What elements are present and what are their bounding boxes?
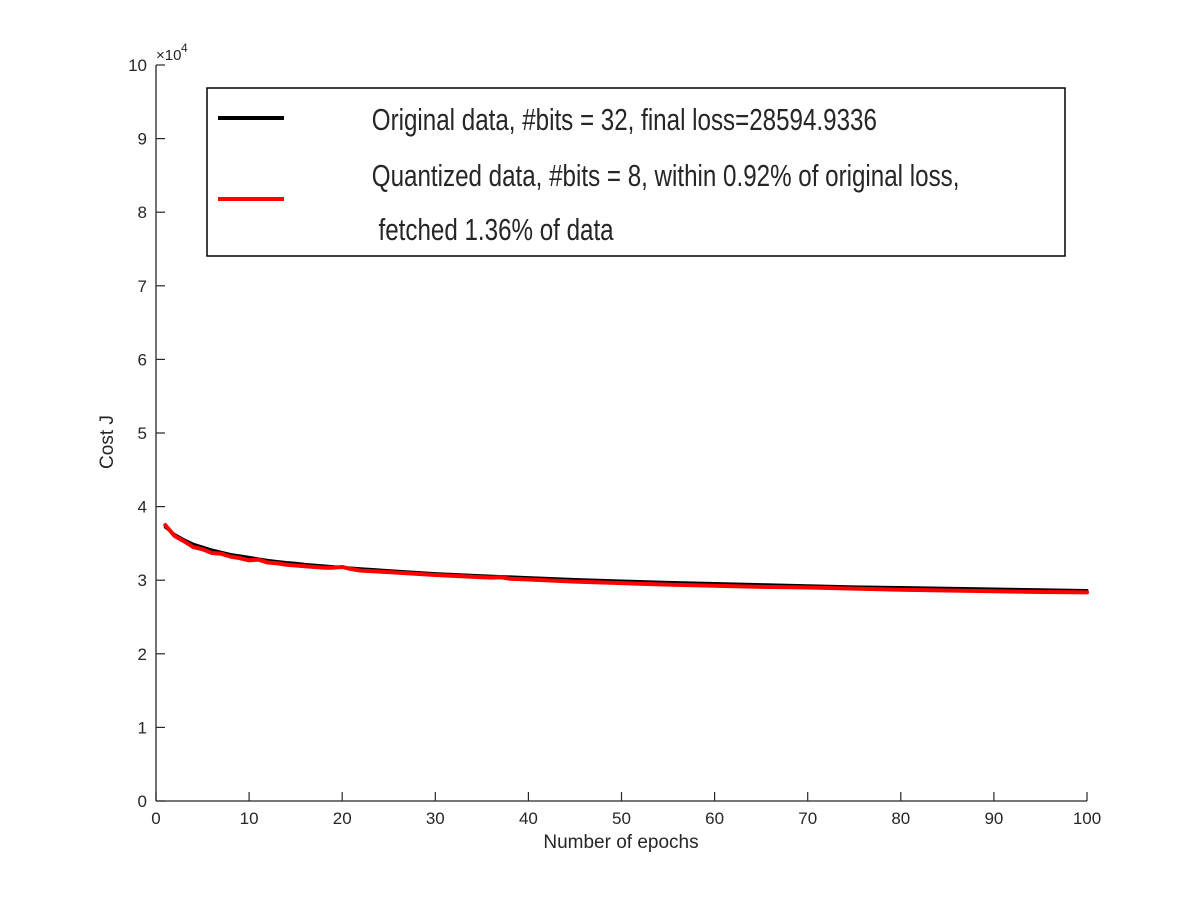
x-tick-label: 10	[240, 809, 259, 828]
x-tick-label: 80	[891, 809, 910, 828]
legend-box	[206, 87, 1066, 257]
series-line-quantized	[163, 523, 1089, 595]
y-tick-label: 2	[138, 645, 147, 664]
y-tick-label: 4	[138, 498, 147, 517]
y-exponent-base: ×10	[156, 47, 181, 64]
y-axis-exponent: ×10 4	[156, 41, 188, 64]
x-tick-label: 40	[519, 809, 538, 828]
x-tick-label: 30	[426, 809, 445, 828]
series-layer	[163, 523, 1089, 595]
x-tick-label: 90	[984, 809, 1003, 828]
y-axis-label: Cost J	[97, 415, 118, 469]
y-tick-label: 5	[138, 424, 147, 443]
x-tick-label: 100	[1073, 809, 1101, 828]
x-tick-label: 0	[151, 809, 160, 828]
legend: Original data, #bits = 32, final loss=28…	[206, 87, 1066, 257]
y-tick-label: 9	[138, 130, 147, 149]
y-tick-label: 6	[138, 350, 147, 369]
y-exponent-power: 4	[181, 41, 188, 55]
x-axis-label: Number of epochs	[543, 832, 698, 853]
x-tick-label: 50	[612, 809, 631, 828]
axes-layer: 0 10 20 30 40 50 60 70 80 90 100 0 1 2 3 4 5 6 7 8 9 10	[128, 56, 1101, 828]
legend-entry-quantized-line-1: Quantized data, #bits = 8, within 0.92% …	[372, 158, 960, 193]
y-tick-label: 1	[138, 718, 147, 737]
legend-entry-quantized-line-2: fetched 1.36% of data	[372, 212, 614, 247]
x-tick-label: 60	[705, 809, 724, 828]
y-tick-label: 10	[128, 56, 147, 75]
legend-entry-original: Original data, #bits = 32, final loss=28…	[372, 102, 877, 137]
x-tick-label: 70	[798, 809, 817, 828]
y-tick-label: 3	[138, 571, 147, 590]
y-tick-label: 8	[138, 203, 147, 222]
y-tick-label: 7	[138, 277, 147, 296]
y-tick-label: 0	[138, 792, 147, 811]
x-tick-label: 20	[333, 809, 352, 828]
